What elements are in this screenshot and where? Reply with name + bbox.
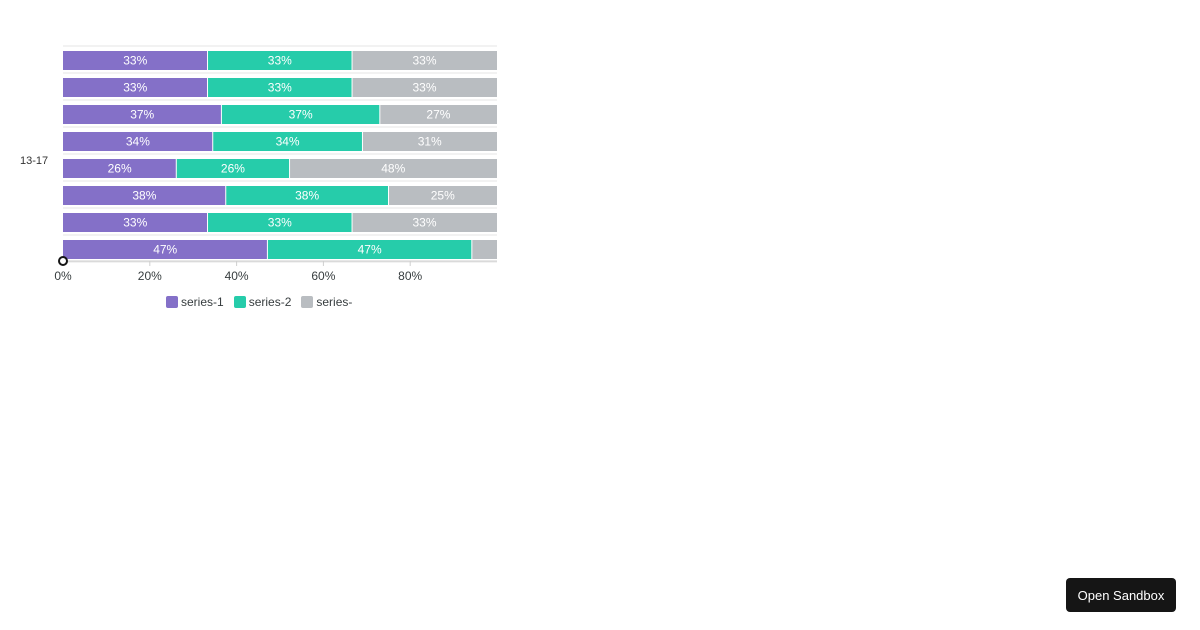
data-label: 25% [431,189,455,203]
data-label: 33% [123,81,147,95]
bar-segment [63,213,208,232]
bar-segment [63,51,208,70]
x-tick-label: 60% [311,269,335,283]
data-label: 33% [413,216,437,230]
data-label: 38% [132,189,156,203]
origin-marker [58,256,68,266]
legend-item-series-2[interactable]: series-2 [233,295,292,309]
data-label: 34% [276,135,300,149]
bar-segment [63,105,222,124]
x-tick-label: 20% [138,269,162,283]
bar-segment [63,240,268,259]
x-tick-label: 0% [54,269,72,283]
bar-segment [207,51,353,70]
data-label: 47% [153,243,177,257]
bar-segment [212,132,363,151]
y-axis-label: 13-17 [20,155,49,167]
bar-segment [176,159,290,178]
x-tick-label: 80% [398,269,422,283]
data-label: 26% [221,162,245,176]
bar-segment [207,213,353,232]
bar-segment [221,105,380,124]
data-label: 31% [418,135,442,149]
data-label: 33% [268,216,292,230]
data-label: 33% [123,54,147,68]
data-label: 33% [413,54,437,68]
chart: 33% 33% 33% 33% 33% 33% 37% 37% 27% 34% 34% 31% 26% 2… [0,0,560,330]
bar-segment [63,186,226,205]
data-label: 33% [268,54,292,68]
bar-segment [63,78,208,97]
open-sandbox-button[interactable]: Open Sandbox [1066,578,1176,612]
bar-segment [225,186,389,205]
legend: series-1 series-2 series- [166,295,362,309]
bar-segment [352,213,497,232]
legend-item-series-1[interactable]: series-1 [166,295,224,309]
x-tick-label: 40% [225,269,249,283]
bar-segment [63,159,177,178]
data-label: 38% [295,189,319,203]
legend-label-series-2: series-2 [248,295,292,309]
bar-segment [289,159,497,178]
legend-swatch-series-3 [301,296,314,308]
data-label: 37% [289,108,313,122]
bar-segment [388,186,497,205]
data-label: 33% [123,216,147,230]
data-label: 34% [126,135,150,149]
bar-segment [207,78,353,97]
legend-label-series-3: series- [316,295,353,309]
bar-segment [362,132,497,151]
legend-item-series-3[interactable]: series- [301,295,352,309]
data-label: 37% [130,108,154,122]
bar-segment [471,240,497,259]
data-label: 27% [426,108,450,122]
data-label: 33% [268,81,292,95]
legend-swatch-series-1 [166,296,178,308]
bar-segment [379,105,497,124]
data-label: 47% [358,243,382,257]
bar-segment [352,78,497,97]
bar-segment [63,132,213,151]
legend-label-series-1: series-1 [181,295,224,309]
data-label: 33% [413,81,437,95]
legend-swatch-series-2 [233,296,246,308]
bar-segment [352,51,497,70]
chart-svg: 33% 33% 33% 33% 33% 33% 37% 37% 27% 34% 34% 31% 26% 2… [54,45,497,283]
data-label: 26% [108,162,132,176]
bar-segment [267,240,472,259]
data-label: 48% [381,162,405,176]
